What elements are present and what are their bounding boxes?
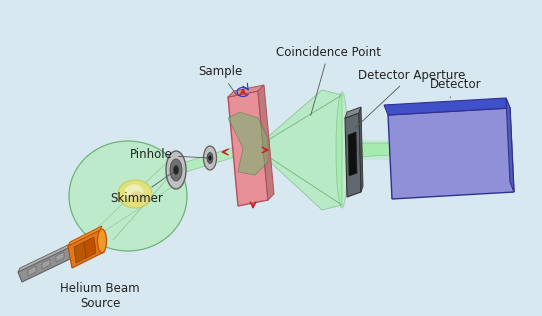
Ellipse shape xyxy=(118,180,152,208)
Text: Detector: Detector xyxy=(430,78,482,98)
Ellipse shape xyxy=(130,191,144,203)
Polygon shape xyxy=(228,91,268,206)
Text: Sample: Sample xyxy=(198,65,242,95)
Polygon shape xyxy=(228,112,268,175)
Polygon shape xyxy=(18,248,72,282)
Text: Detector Aperture: Detector Aperture xyxy=(355,69,466,128)
Polygon shape xyxy=(68,226,102,246)
Polygon shape xyxy=(355,140,510,160)
Polygon shape xyxy=(176,143,248,175)
Ellipse shape xyxy=(98,229,106,253)
Polygon shape xyxy=(84,237,96,258)
Text: Skimmer: Skimmer xyxy=(110,172,174,204)
Polygon shape xyxy=(359,107,363,192)
Ellipse shape xyxy=(173,166,178,174)
Polygon shape xyxy=(355,143,390,157)
Polygon shape xyxy=(345,107,361,118)
Ellipse shape xyxy=(124,184,144,200)
Polygon shape xyxy=(388,108,514,199)
Text: Helium Beam
Source: Helium Beam Source xyxy=(60,282,140,310)
Polygon shape xyxy=(384,98,510,115)
Ellipse shape xyxy=(336,92,348,208)
Ellipse shape xyxy=(203,146,216,170)
Polygon shape xyxy=(74,242,86,263)
Polygon shape xyxy=(28,266,36,276)
Polygon shape xyxy=(348,132,357,176)
Ellipse shape xyxy=(69,141,187,251)
Ellipse shape xyxy=(170,159,182,181)
Polygon shape xyxy=(258,85,274,200)
Ellipse shape xyxy=(166,151,186,189)
Polygon shape xyxy=(68,230,104,268)
Polygon shape xyxy=(42,259,50,269)
Text: Coincidence Point: Coincidence Point xyxy=(276,46,381,115)
Polygon shape xyxy=(56,252,64,262)
Text: Pinhole: Pinhole xyxy=(130,149,207,161)
Polygon shape xyxy=(506,98,514,192)
Ellipse shape xyxy=(207,153,213,163)
Ellipse shape xyxy=(209,156,211,160)
Polygon shape xyxy=(255,90,342,210)
Polygon shape xyxy=(18,244,70,272)
Polygon shape xyxy=(228,85,264,97)
Polygon shape xyxy=(345,113,361,197)
